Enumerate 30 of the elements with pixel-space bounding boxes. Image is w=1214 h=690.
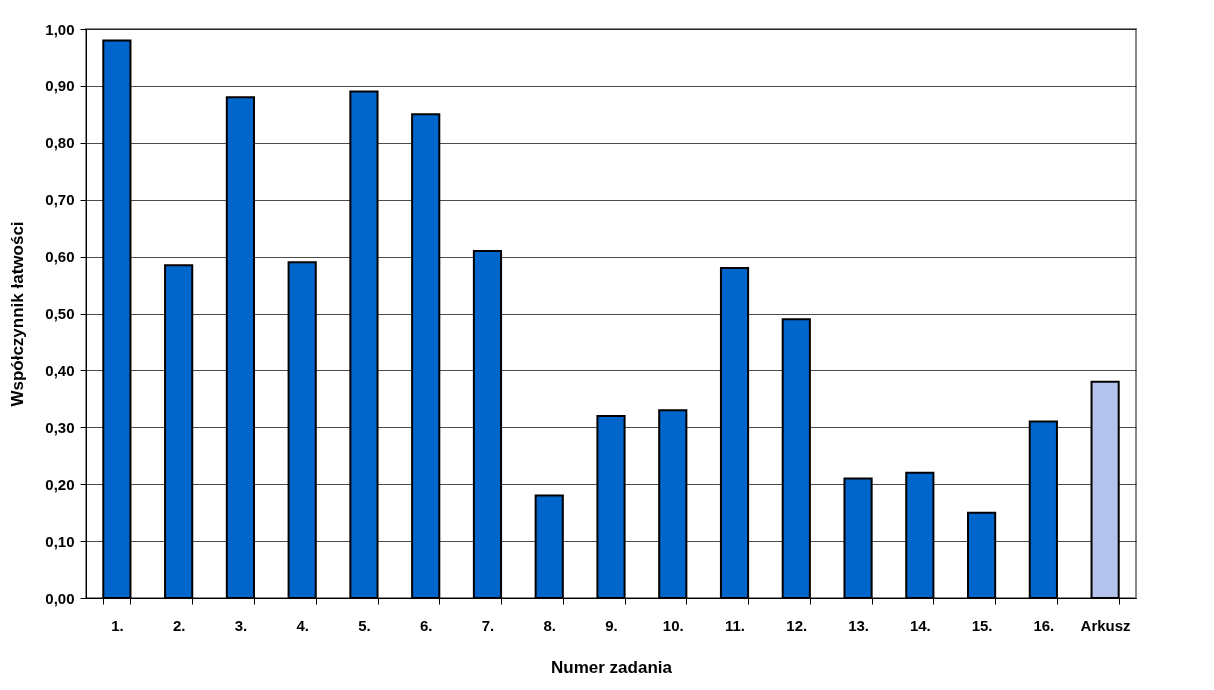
x-tick-label: 11. — [725, 616, 746, 634]
x-tick-label: 10. — [662, 616, 684, 634]
x-tick-label: 9. — [605, 616, 618, 634]
y-axis-title: Współczynnik łatwości — [8, 221, 28, 407]
y-tick-label: 0,80 — [45, 134, 75, 152]
x-tick-label: Arkusz — [1080, 616, 1131, 634]
x-axis-title: Numer zadania — [551, 657, 673, 677]
y-tick-label: 0,90 — [45, 77, 75, 95]
y-tick-label: 1,00 — [45, 20, 75, 38]
x-tick-label: 5. — [358, 616, 371, 634]
x-tick-label: 8. — [543, 616, 556, 634]
y-tick-label: 0,60 — [45, 248, 75, 266]
y-tick-label: 0,70 — [45, 191, 75, 209]
y-tick-label: 0,10 — [45, 532, 75, 550]
x-tick-label: 3. — [234, 616, 248, 634]
y-tick-label: 0,00 — [45, 589, 75, 607]
x-tick-label: 13. — [848, 616, 869, 634]
x-tick-label: 14. — [909, 616, 931, 634]
x-tick-label: 4. — [296, 616, 309, 634]
x-tick-label: 2. — [172, 616, 186, 634]
x-tick-label: 16. — [1033, 616, 1055, 634]
y-tick-label: 0,20 — [45, 475, 75, 493]
y-tick-label: 0,40 — [45, 361, 75, 379]
y-tick-label: 0,30 — [45, 418, 75, 436]
x-tick-label: 15. — [971, 616, 993, 634]
x-tick-label: 6. — [419, 616, 433, 634]
x-tick-label: 7. — [481, 616, 495, 634]
y-tick-label: 0,50 — [45, 305, 75, 322]
x-tick-label: 12. — [786, 616, 808, 634]
x-tick-label: 1. — [111, 616, 124, 634]
